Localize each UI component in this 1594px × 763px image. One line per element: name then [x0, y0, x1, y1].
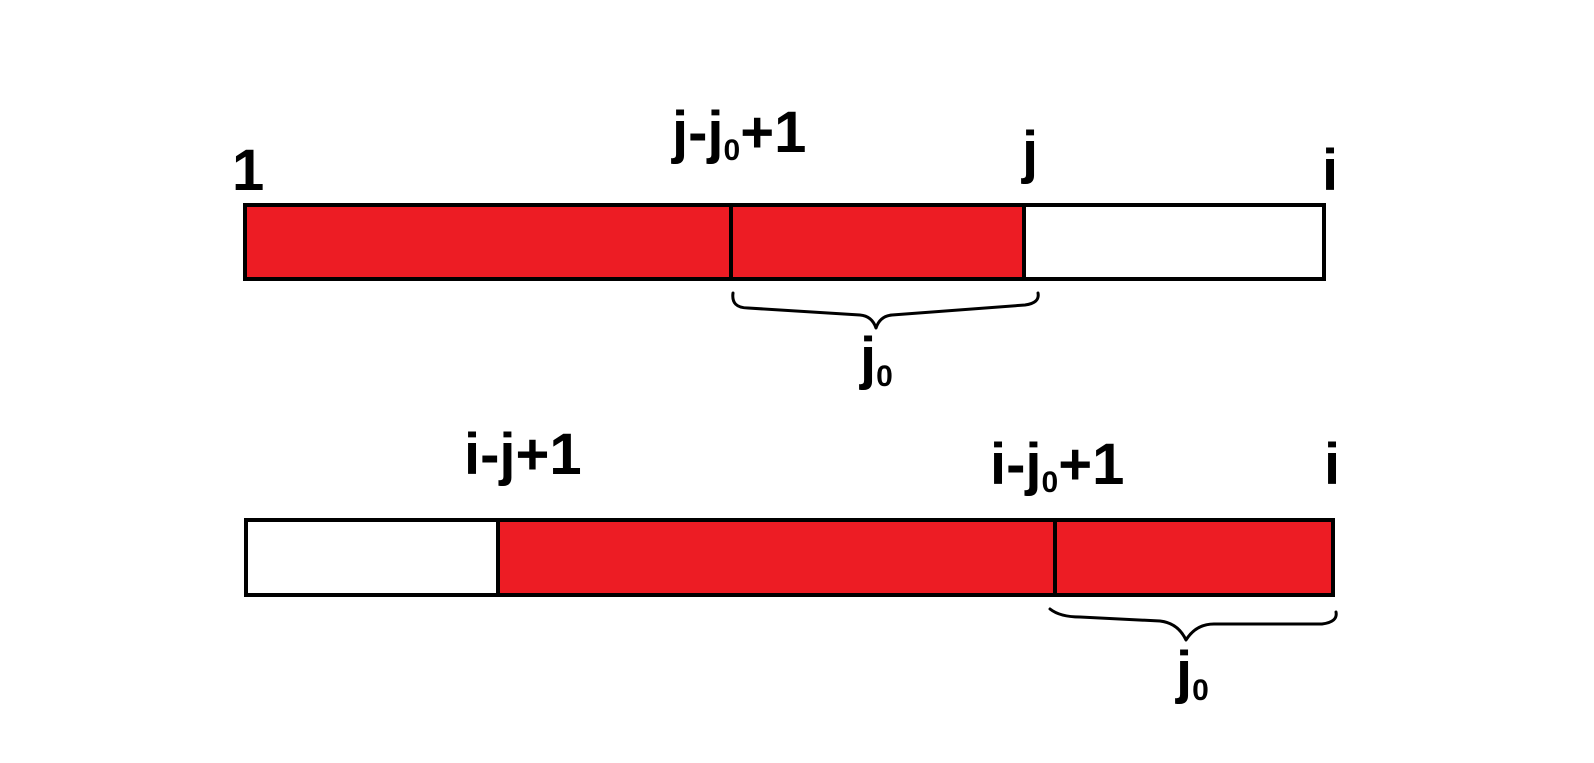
- bottom-segment-left-empty: [244, 518, 500, 597]
- top-brace-label-base: j: [859, 326, 876, 391]
- top-label-start: 1: [232, 138, 264, 203]
- bottom-brace-label-sub: 0: [1192, 674, 1209, 707]
- top-brace: [731, 291, 1040, 330]
- top-label-mid-sub: 0: [724, 134, 741, 167]
- top-label-mid-tail: +1: [740, 100, 806, 165]
- bottom-label-mid-sub: 0: [1042, 466, 1059, 499]
- bottom-bar: [244, 518, 1335, 597]
- bottom-label-mid-base: i-j: [990, 432, 1042, 497]
- bottom-brace: [1048, 607, 1338, 642]
- top-brace-label-sub: 0: [876, 360, 893, 393]
- top-label-j: j: [1021, 120, 1038, 185]
- top-segment-right-empty: [1022, 203, 1326, 281]
- bottom-label-start: i-j+1: [464, 422, 582, 487]
- bottom-label-mid: i-j0+1: [990, 432, 1124, 499]
- top-brace-label: j0: [859, 326, 893, 393]
- bottom-label-mid-tail: +1: [1058, 432, 1124, 497]
- bottom-brace-label: j0: [1175, 640, 1209, 707]
- top-segment-left-filled: [243, 203, 733, 281]
- bottom-brace-label-base: j: [1175, 640, 1192, 705]
- bottom-segment-right-filled: [1053, 518, 1335, 597]
- top-segment-mid-filled: [729, 203, 1026, 281]
- top-label-mid-base: j-j: [671, 100, 724, 165]
- bottom-segment-mid-filled: [496, 518, 1057, 597]
- bottom-label-end: i: [1324, 432, 1340, 497]
- top-label-mid: j-j0+1: [671, 100, 806, 167]
- top-label-end: i: [1322, 138, 1338, 203]
- top-bar: [243, 203, 1326, 281]
